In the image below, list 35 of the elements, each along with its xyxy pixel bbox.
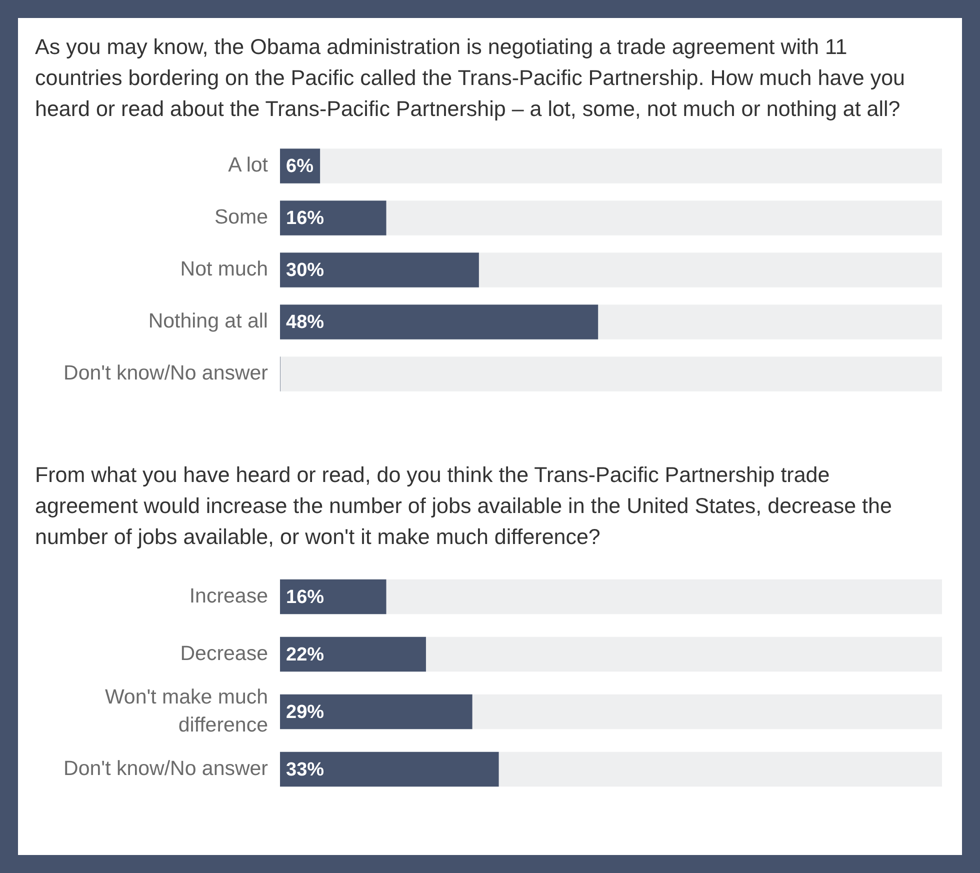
y-tick-label: Don't know/No answer xyxy=(64,362,268,385)
bar xyxy=(498,752,942,787)
y-tick-label: A lot xyxy=(228,154,268,177)
bar xyxy=(280,252,479,288)
bar xyxy=(386,579,942,614)
bar xyxy=(280,356,942,392)
bar xyxy=(280,200,386,236)
data-label: 33% xyxy=(286,759,324,780)
bar xyxy=(478,252,942,288)
y-tick-label: Don't know/No answer xyxy=(64,756,268,780)
y-tick-label: Not much xyxy=(180,258,268,281)
y-tick-label: Decrease xyxy=(180,642,268,665)
chart-title: As you may know, the Obama administration is negotiating a trade agreement with 11 countries bordering on the Pacific called the Trans-Pacific Partnership. How much have you heard or read about the Trans-Pacific Partnership – a lot, some, not much or nothing at all? xyxy=(35,34,906,123)
data-label: 30% xyxy=(286,260,324,282)
data-label: 6% xyxy=(286,156,314,178)
y-tick-label: Increase xyxy=(189,584,268,608)
y-tick-label: Won't make much difference xyxy=(104,685,268,736)
data-label: 48% xyxy=(286,312,324,334)
bar xyxy=(597,304,942,340)
bar xyxy=(472,694,942,730)
bar xyxy=(280,304,598,340)
bar xyxy=(280,579,386,614)
bar xyxy=(319,148,942,184)
bar xyxy=(280,636,426,672)
bar xyxy=(386,200,942,236)
chart-title: From what you have heard or read, do you think the Trans-Pacific Partnership trade agreement would increase the number of jobs available in the United States, decrease the number of jobs available, or won't it make much difference? xyxy=(35,462,893,551)
y-tick-label: Nothing at all xyxy=(148,310,268,333)
data-label: 16% xyxy=(286,208,324,230)
data-label: 16% xyxy=(286,586,324,608)
y-tick-label: Some xyxy=(214,206,268,229)
bar xyxy=(425,636,942,672)
data-label: 22% xyxy=(286,644,324,666)
bar xyxy=(280,752,499,787)
bar xyxy=(280,694,472,730)
data-label: 29% xyxy=(286,702,324,723)
